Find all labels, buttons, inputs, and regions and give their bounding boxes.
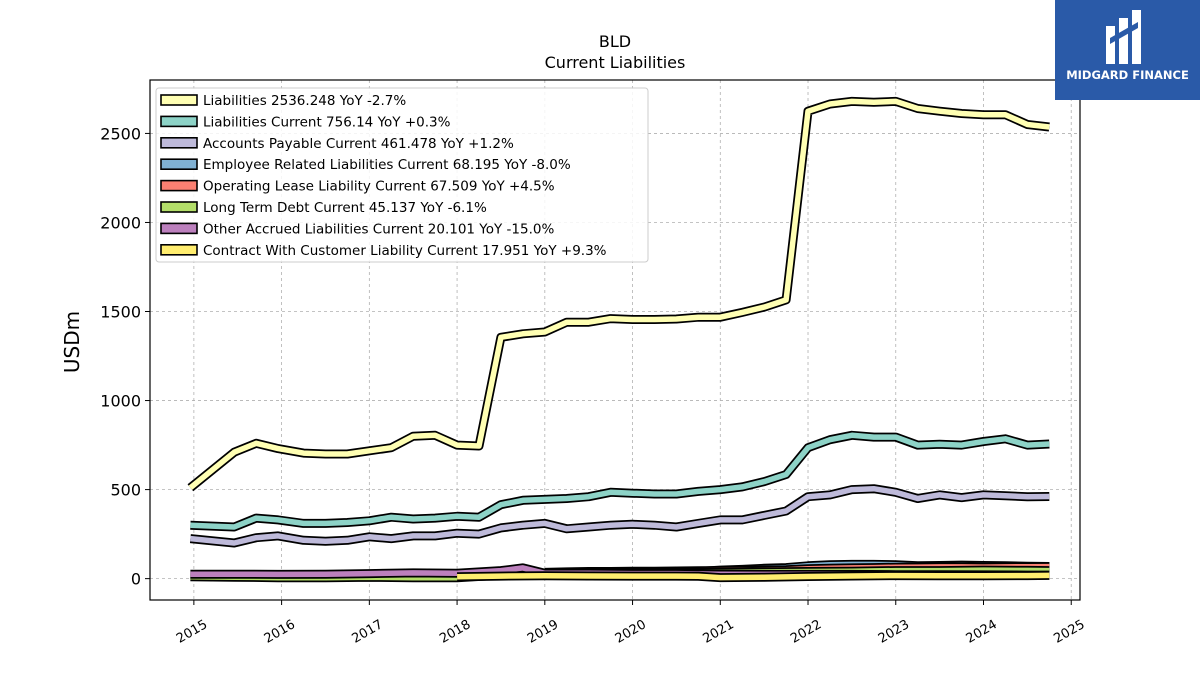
series-1: [190, 430, 1050, 532]
legend-label: Long Term Debt Current 45.137 YoY -6.1%: [203, 200, 487, 216]
x-tick-label: 2024: [964, 617, 1000, 647]
legend-item: Accounts Payable Current 461.478 YoY +1.…: [160, 136, 514, 152]
series-0: [187, 96, 1050, 492]
y-tick-label: 2000: [100, 213, 141, 232]
series-line: [190, 485, 1050, 546]
legend-swatch: [160, 137, 198, 149]
x-tick-label: 2020: [613, 617, 649, 647]
y-tick-label: 1500: [100, 303, 141, 322]
legend-swatch: [160, 158, 198, 170]
plot-frame: [149, 79, 1081, 601]
y-tick-label: 0: [131, 570, 141, 589]
y-tick-label: 500: [110, 481, 141, 500]
legend-swatch: [160, 94, 198, 106]
legend-label: Contract With Customer Liability Current…: [203, 243, 607, 259]
y-tick-label: 1000: [100, 392, 141, 411]
series-2: [189, 484, 1050, 548]
legend-swatch: [160, 222, 198, 235]
x-tick-label: 2018: [437, 617, 473, 647]
x-tick-label: 2025: [1051, 617, 1087, 647]
series-line: [188, 98, 1050, 490]
legend-item: Employee Related Liabilities Current 68.…: [160, 157, 571, 173]
x-tick-label: 2022: [788, 617, 824, 647]
x-tick-label: 2021: [700, 617, 736, 647]
series-outline: [190, 430, 1050, 532]
legend-item: Other Accrued Liabilities Current 20.101…: [160, 221, 554, 237]
series-7: [457, 570, 1050, 583]
legend-swatch: [160, 201, 198, 213]
series-line: [457, 572, 1050, 581]
legend-item: Operating Lease Liability Current 67.509…: [160, 179, 555, 195]
legend-label: Employee Related Liabilities Current 68.…: [203, 157, 571, 173]
legend-item: Liabilities Current 756.14 YoY +0.3%: [160, 114, 451, 130]
legend-box: [155, 87, 649, 263]
x-tick-label: 2017: [350, 617, 386, 647]
chart-title: BLD: [599, 32, 631, 51]
legend-swatch: [160, 115, 198, 128]
legend-swatch: [160, 179, 198, 192]
logo-text: MIDGARD FINANCE: [1066, 68, 1189, 82]
legend-item: Liabilities 2536.248 YoY -2.7%: [160, 93, 406, 109]
x-tick-label: 2023: [876, 617, 912, 647]
y-axis-label: USDm: [60, 311, 84, 373]
legend-item: Contract With Customer Liability Current…: [160, 243, 607, 259]
x-tick-label: 2019: [525, 617, 561, 647]
y-tick-label: 2500: [100, 124, 141, 143]
brand-logo: MIDGARD FINANCE: [1055, 0, 1200, 100]
legend-label: Accounts Payable Current 461.478 YoY +1.…: [203, 136, 514, 152]
x-tick-label: 2016: [262, 617, 298, 647]
series-line: [190, 432, 1050, 530]
legend-item: Long Term Debt Current 45.137 YoY -6.1%: [160, 200, 487, 216]
legend-label: Liabilities Current 756.14 YoY +0.3%: [203, 114, 451, 130]
legend: Liabilities 2536.248 YoY -2.7% Liabilitie…: [155, 87, 649, 263]
series-layer: [187, 96, 1050, 583]
logo-mark-icon: [1106, 10, 1141, 64]
legend-label: Other Accrued Liabilities Current 20.101…: [203, 221, 554, 237]
legend-swatch: [160, 244, 198, 256]
legend-label: Operating Lease Liability Current 67.509…: [203, 179, 555, 195]
legend-label: Liabilities 2536.248 YoY -2.7%: [203, 93, 406, 109]
chart-subtitle: Current Liabilities: [545, 53, 686, 72]
x-tick-label: 2015: [174, 617, 210, 647]
